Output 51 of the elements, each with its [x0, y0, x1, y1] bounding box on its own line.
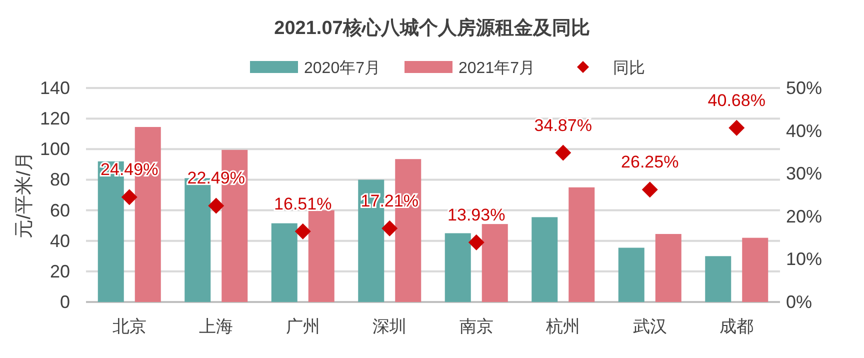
point: [555, 144, 572, 161]
point: [208, 198, 224, 214]
x-tick-label: 南京: [459, 317, 494, 336]
y-tick-label: 20: [50, 261, 70, 282]
y-tick-label: 140: [40, 78, 70, 98]
y-tick-label: 40: [50, 230, 70, 251]
x-tick-label: 武汉: [632, 317, 667, 336]
bar: [308, 210, 334, 302]
point: [468, 234, 484, 250]
x-tick-label: 深圳: [372, 317, 407, 336]
bar: [444, 233, 471, 302]
legend-label: 2020年7月: [304, 60, 380, 77]
y-tick-label: 60: [50, 200, 70, 220]
y-axis-title: 元/平米/月: [14, 152, 35, 238]
y-tick-label: 0: [60, 292, 70, 312]
x-tick-label: 广州: [286, 317, 320, 336]
legend-label: 2021年7月: [458, 60, 535, 77]
bar: [271, 223, 298, 302]
bar: [568, 187, 595, 302]
data-label: 40.68%: [708, 90, 766, 110]
point: [642, 182, 658, 198]
y-tick-label: 80: [50, 170, 70, 190]
bar: [742, 238, 768, 302]
point: [728, 120, 745, 136]
y-tick-label: 120: [40, 108, 70, 129]
y2-tick-label: 50%: [786, 78, 822, 98]
y-tick-label: 100: [40, 139, 70, 160]
data-label: 16.51%: [274, 194, 332, 214]
data-label: 26.25%: [621, 152, 679, 172]
x-tick-label: 上海: [199, 317, 234, 336]
x-tick-label: 成都: [720, 317, 754, 336]
point: [294, 223, 311, 240]
y2-tick-label: 30%: [786, 164, 822, 184]
y2-tick-label: 0%: [786, 292, 812, 312]
chart-title: 2021.07核心八城个人房源租金及同比: [274, 17, 590, 39]
bar: [618, 248, 644, 302]
bar: [532, 217, 558, 302]
x-tick-label: 北京: [112, 317, 146, 336]
legend-label: 同比: [613, 59, 645, 77]
bar: [655, 234, 682, 302]
bar: [482, 224, 508, 302]
y2-tick-label: 10%: [786, 249, 822, 270]
y2-tick-label: 40%: [786, 120, 822, 141]
data-label: 34.87%: [534, 116, 592, 135]
bar: [705, 256, 732, 302]
y2-tick-label: 20%: [786, 206, 822, 226]
point: [382, 220, 398, 236]
point: [121, 189, 138, 206]
data-label: 13.93%: [448, 205, 506, 224]
x-tick-label: 杭州: [545, 317, 580, 336]
data-label: 22.49%: [187, 168, 245, 188]
